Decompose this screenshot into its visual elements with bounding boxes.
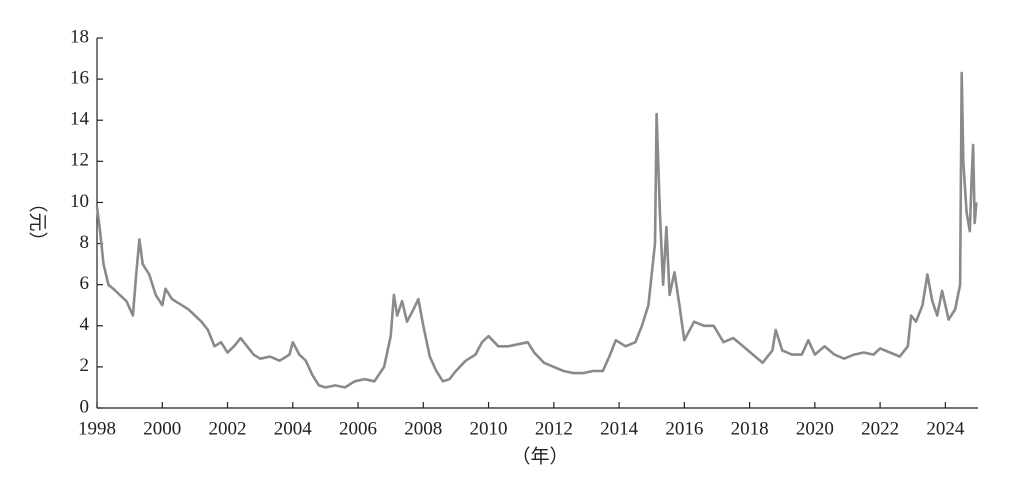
x-tick-label: 2016 <box>665 418 703 439</box>
x-tick-label: 2012 <box>535 418 573 439</box>
y-tick-label: 16 <box>70 67 89 88</box>
x-tick-label: 2008 <box>404 418 442 439</box>
y-tick-label: 18 <box>70 26 89 47</box>
x-tick-label: 2002 <box>209 418 247 439</box>
y-tick-label: 2 <box>80 355 90 376</box>
y-tick-label: 6 <box>80 273 90 294</box>
y-tick-label: 14 <box>70 109 90 130</box>
x-tick-label: 2018 <box>731 418 769 439</box>
x-tick-label: 2004 <box>274 418 313 439</box>
x-tick-label: 1998 <box>78 418 116 439</box>
x-tick-label: 2014 <box>600 418 639 439</box>
y-axis-label: （元） <box>27 193 49 250</box>
price-line <box>95 71 978 389</box>
x-tick-label: 2000 <box>143 418 181 439</box>
y-tick-label: 8 <box>80 232 90 253</box>
y-tick-label: 4 <box>80 314 90 335</box>
x-tick-label: 2010 <box>470 418 508 439</box>
x-axis-label: （年） <box>511 445 568 467</box>
x-tick-label: 2020 <box>796 418 834 439</box>
x-tick-label: 2024 <box>926 418 965 439</box>
x-tick-label: 2022 <box>861 418 899 439</box>
y-tick-label: 10 <box>70 191 89 212</box>
y-tick-label: 12 <box>70 150 89 171</box>
y-tick-label: 0 <box>80 396 90 417</box>
x-tick-label: 2006 <box>339 418 377 439</box>
